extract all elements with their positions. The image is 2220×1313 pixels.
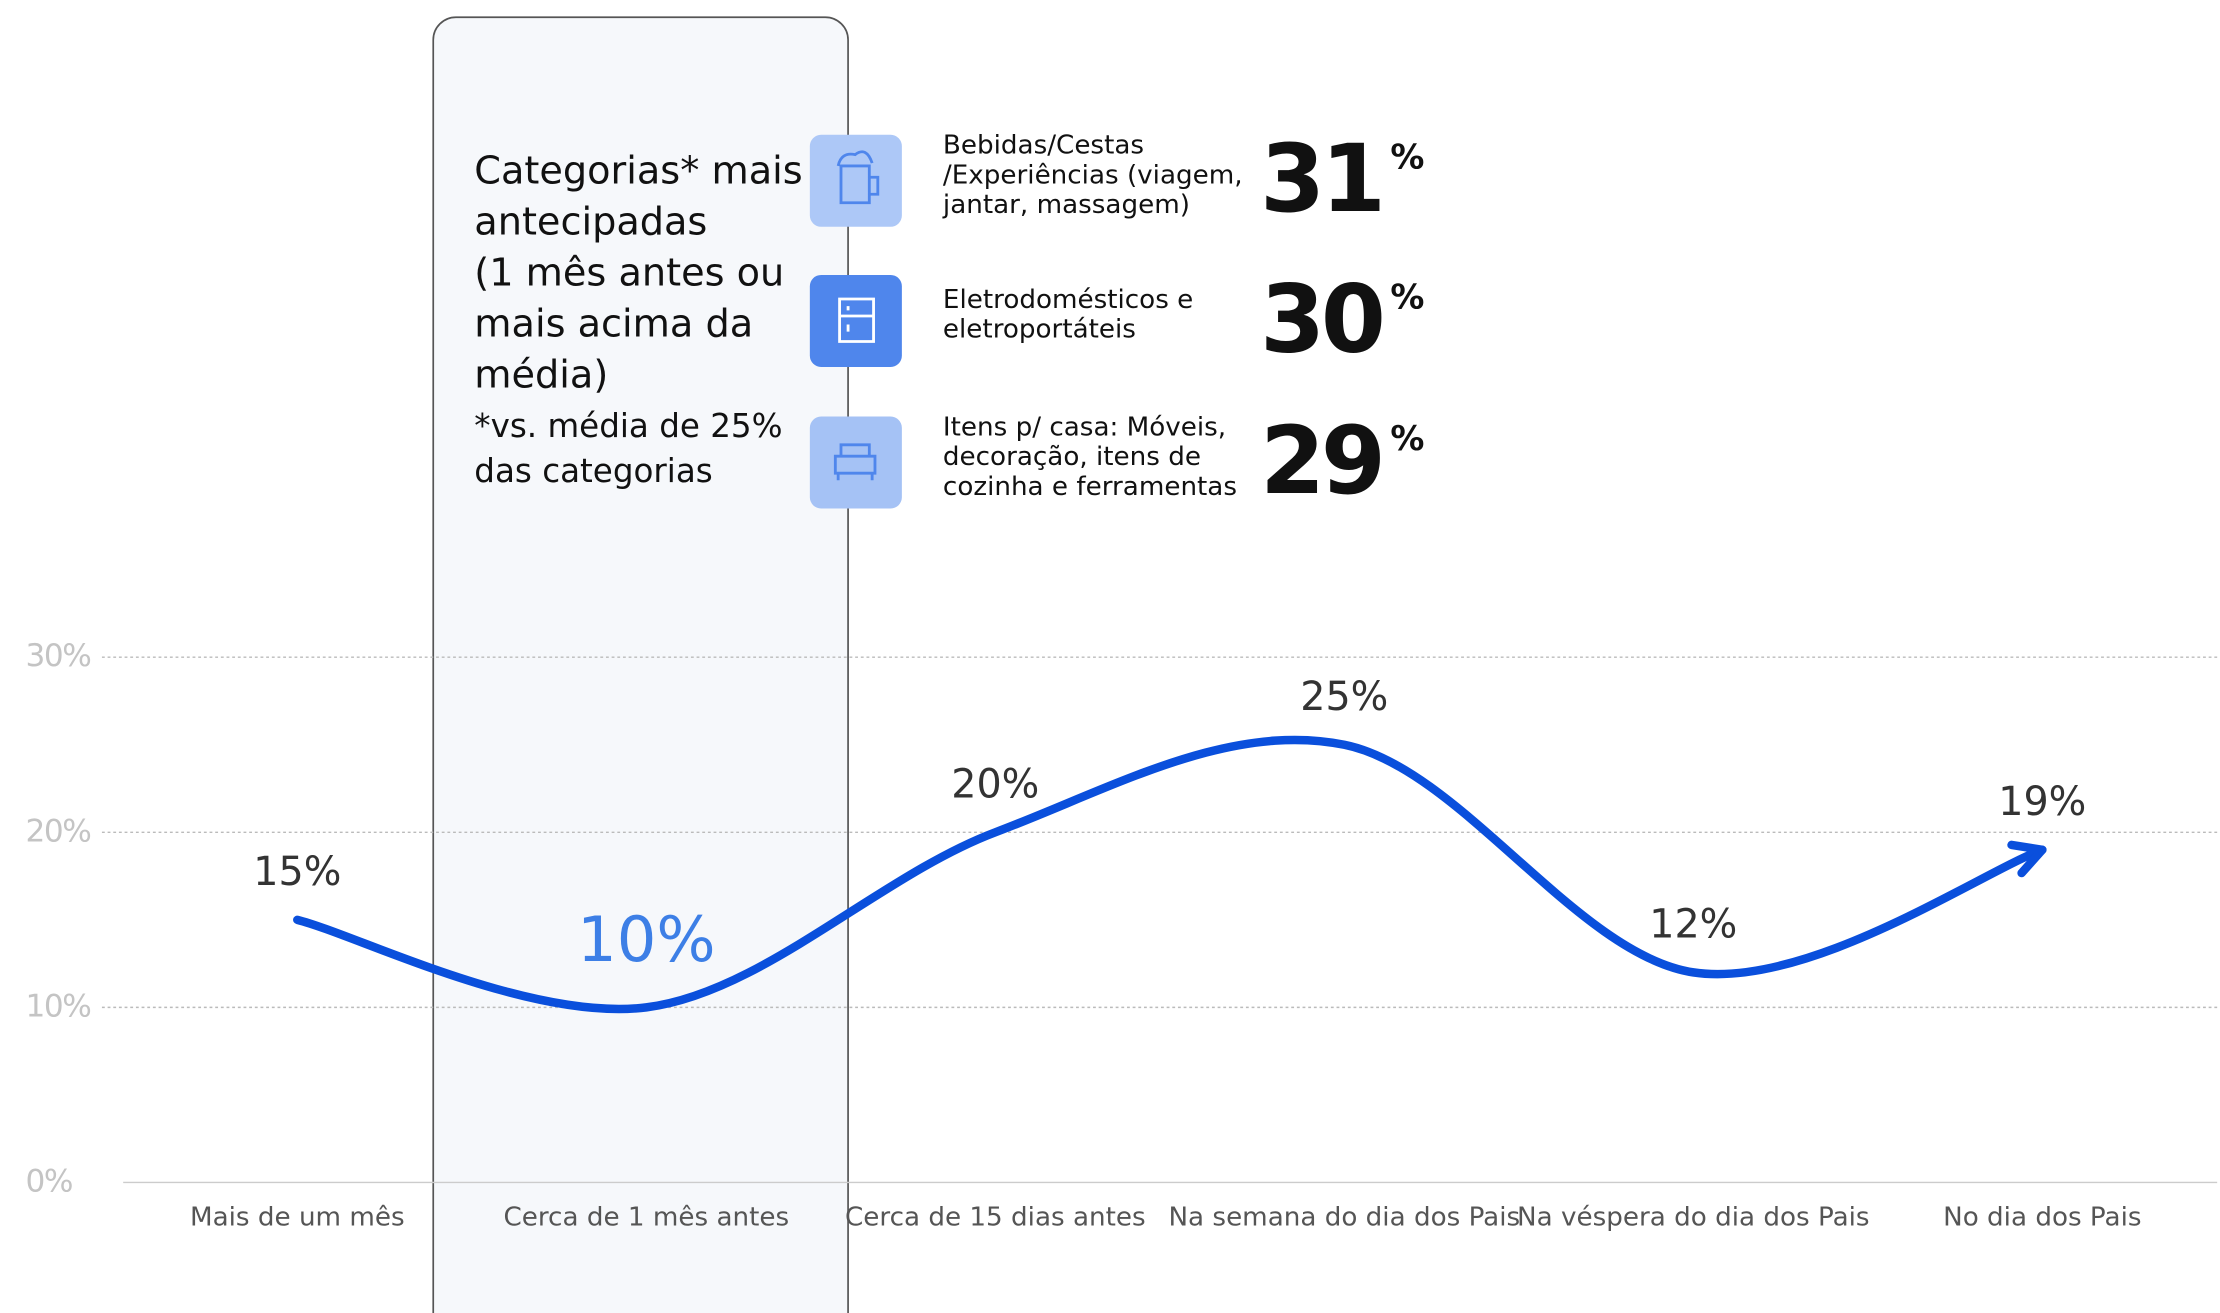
panel-note: das categorias [474, 452, 712, 490]
item-value: 29 [1260, 407, 1382, 516]
item-unit: % [1390, 419, 1424, 459]
data-label: 10% [577, 903, 715, 976]
category-item: Bebidas/Cestas/Experiências (viagem,jant… [809, 125, 1424, 234]
panel-title: (1 mês antes ou [474, 251, 784, 295]
panel-title: Categorias* mais [474, 149, 802, 193]
x-tick-label: Mais de um mês [190, 1202, 405, 1232]
data-label: 12% [1649, 902, 1737, 948]
data-label: 19% [1998, 779, 2086, 825]
icon [833, 443, 877, 481]
category-item: Itens p/ casa: Móveis,decoração, itens d… [809, 407, 1424, 516]
panel-title: antecipadas [474, 200, 707, 244]
x-tick-label: No dia dos Pais [1943, 1202, 2141, 1232]
x-tick-label: Na semana do dia dos Pais [1168, 1202, 1520, 1232]
item-label: Bebidas/Cestas [943, 131, 1144, 161]
panel-title: média) [474, 353, 608, 397]
data-label: 25% [1300, 674, 1388, 720]
item-value: 31 [1260, 125, 1382, 234]
icon-box [809, 274, 902, 367]
panel-title: mais acima da [474, 302, 753, 346]
data-label: 20% [951, 761, 1039, 807]
data-label: 15% [253, 849, 341, 895]
y-tick-label: 20% [25, 813, 90, 849]
item-label: Eletrodomésticos e [943, 285, 1193, 315]
x-tick-label: Na véspera do dia dos Pais [1517, 1202, 1870, 1232]
x-tick-label: Cerca de 1 mês antes [503, 1202, 789, 1232]
y-tick-label: 10% [25, 988, 90, 1024]
item-label: eletroportáteis [943, 315, 1136, 345]
highlight-box [432, 16, 849, 1313]
item-label: jantar, massagem) [942, 190, 1190, 220]
item-value: 30 [1260, 265, 1382, 374]
y-tick-label: 30% [25, 638, 90, 674]
item-label: decoração, itens de [943, 442, 1201, 472]
icon-box [809, 416, 902, 509]
x-tick-label: Cerca de 15 dias antes [845, 1202, 1146, 1232]
y-tick-label: 0% [25, 1163, 72, 1199]
item-label: cozinha e ferramentas [943, 472, 1237, 502]
item-label: Itens p/ casa: Móveis, [943, 412, 1226, 442]
item-label: /Experiências (viagem, [943, 160, 1243, 190]
item-unit: % [1390, 278, 1424, 318]
panel-note: *vs. média de 25% [474, 407, 782, 445]
icon [838, 297, 875, 343]
arrow-head [2007, 840, 2047, 878]
icon [836, 150, 880, 205]
item-unit: % [1390, 137, 1424, 177]
line [293, 735, 2047, 1014]
icon-box [809, 134, 902, 227]
